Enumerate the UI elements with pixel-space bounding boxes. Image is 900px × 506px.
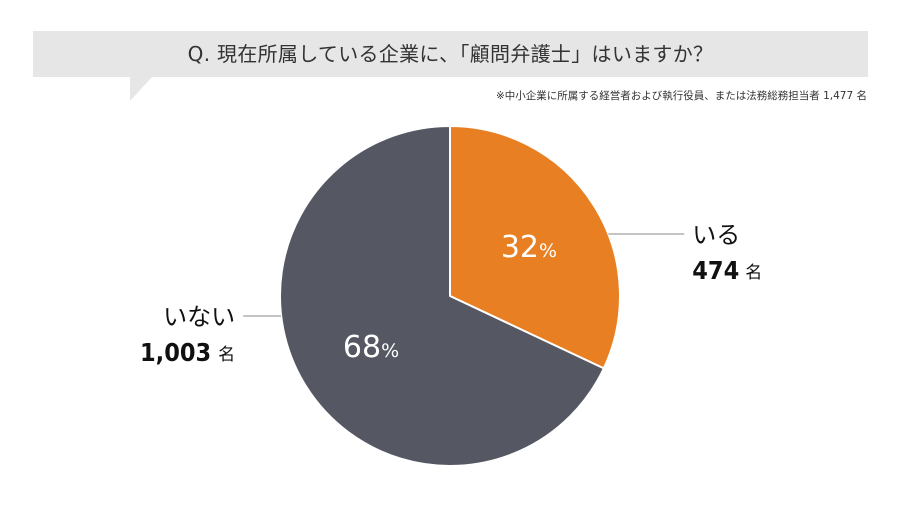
slice-count-unit: 名 — [218, 345, 235, 365]
pie-slice-iru — [449, 125, 621, 370]
slice-category-label: いない — [163, 303, 235, 331]
slice-percent-label: 32% — [501, 230, 557, 265]
question-banner: Q. 現在所属している企業に、「顧問弁護士」はいますか？ — [33, 31, 868, 77]
pie-slice-inai — [279, 125, 605, 467]
slice-percent-label: 68% — [343, 330, 399, 365]
slice-count-unit: 名 — [745, 263, 762, 283]
question-title: Q. 現在所属している企業に、「顧問弁護士」はいますか？ — [187, 42, 714, 66]
slice-count-label: 1,003 — [140, 338, 211, 367]
speech-bubble-tail — [130, 77, 152, 101]
slice-category-label: いる — [692, 221, 740, 249]
slice-count-label: 474 — [692, 256, 739, 285]
survey-note: ※中小企業に所属する経営者および執行役員、または法務総務担当者 1,477 名 — [495, 90, 867, 102]
